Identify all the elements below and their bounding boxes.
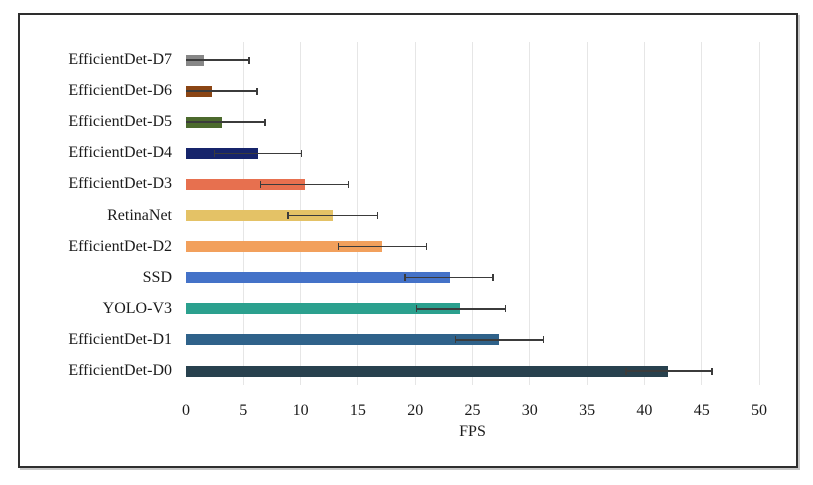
error-cap-high-EfficientDet-D5	[264, 118, 266, 126]
category-label-EfficientDet-D6: EfficientDet-D6	[68, 82, 172, 100]
error-bar-EfficientDet-D5	[186, 121, 266, 123]
error-cap-high-SSD	[492, 274, 494, 282]
category-label-EfficientDet-D2: EfficientDet-D2	[68, 237, 172, 255]
error-cap-low-EfficientDet-D4	[213, 149, 216, 157]
chart-frame: FPS 0 5 10 15 20 25 30 35 40 45 50 EfficientDet-D7 E…	[18, 13, 798, 468]
category-label-EfficientDet-D3: EfficientDet-D3	[68, 175, 172, 193]
category-label-EfficientDet-D4: EfficientDet-D4	[68, 144, 172, 162]
category-label-EfficientDet-D0: EfficientDet-D0	[68, 362, 172, 379]
x-tick-label-35: 35	[579, 402, 596, 419]
x-axis-title: FPS	[459, 423, 486, 440]
x-tick-label-10: 10	[292, 402, 309, 419]
category-label-EfficientDet-D1: EfficientDet-D1	[68, 330, 172, 348]
error-bar-EfficientDet-D3	[260, 183, 349, 186]
error-cap-low-YOLO-V3	[415, 305, 418, 313]
error-cap-low-RetinaNet	[287, 212, 289, 219]
x-tick-label-5: 5	[239, 402, 248, 419]
error-bar-YOLO-V3	[416, 308, 506, 310]
gridline-x-50	[758, 42, 760, 385]
error-bar-RetinaNet	[287, 214, 378, 217]
error-cap-high-YOLO-V3	[504, 305, 507, 313]
category-label-SSD: SSD	[142, 268, 172, 286]
error-cap-low-EfficientDet-D3	[259, 180, 262, 188]
error-bar-EfficientDet-D7	[186, 59, 250, 61]
x-tick-label-50: 50	[751, 402, 767, 419]
gridline-x-40	[643, 42, 645, 385]
error-cap-high-EfficientDet-D2	[425, 243, 428, 251]
x-tick-label-15: 15	[349, 402, 366, 419]
gridline-x-30	[529, 42, 531, 385]
error-cap-low-EfficientDet-D2	[337, 243, 340, 251]
gridline-x-15	[357, 42, 359, 385]
x-tick-label-25: 25	[464, 402, 481, 419]
x-tick-label-20: 20	[407, 402, 424, 419]
error-cap-high-EfficientDet-D7	[248, 56, 250, 64]
category-label-EfficientDet-D7: EfficientDet-D7	[68, 51, 172, 68]
gridline-x-45	[701, 42, 703, 385]
x-tick-label-0: 0	[182, 402, 190, 419]
bar-SSD	[186, 272, 450, 284]
error-cap-low-EfficientDet-D0	[625, 367, 627, 375]
error-cap-high-EfficientDet-D6	[256, 87, 258, 95]
plot-area	[186, 42, 760, 385]
error-bar-EfficientDet-D4	[214, 152, 302, 155]
error-cap-high-EfficientDet-D1	[542, 336, 545, 344]
bar-EfficientDet-D3	[186, 178, 306, 190]
error-cap-high-RetinaNet	[376, 212, 379, 219]
error-bar-EfficientDet-D2	[338, 245, 427, 248]
error-cap-high-EfficientDet-D3	[347, 180, 350, 188]
error-bar-SSD	[404, 276, 494, 279]
error-cap-high-EfficientDet-D4	[300, 149, 303, 157]
error-bar-EfficientDet-D1	[455, 339, 544, 341]
bar-YOLO-V3	[186, 303, 460, 315]
gridline-x-35	[586, 42, 588, 385]
category-label-YOLO-V3: YOLO-V3	[102, 299, 172, 317]
bar-EfficientDet-D0	[186, 365, 669, 377]
category-label-EfficientDet-D5: EfficientDet-D5	[68, 113, 172, 131]
error-cap-low-SSD	[404, 274, 406, 282]
gridline-x-25	[472, 42, 473, 385]
error-cap-low-EfficientDet-D1	[454, 336, 457, 344]
error-cap-high-EfficientDet-D0	[711, 367, 713, 375]
x-tick-label-30: 30	[521, 402, 538, 419]
bar-EfficientDet-D2	[186, 241, 382, 253]
bar-RetinaNet	[186, 210, 333, 221]
error-bar-EfficientDet-D6	[186, 90, 258, 92]
error-bar-EfficientDet-D0	[626, 370, 712, 372]
category-label-RetinaNet: RetinaNet	[107, 206, 172, 224]
bar-EfficientDet-D1	[186, 334, 499, 346]
x-tick-label-40: 40	[636, 402, 653, 419]
gridline-x-20	[414, 42, 416, 385]
x-tick-label-45: 45	[693, 402, 710, 419]
